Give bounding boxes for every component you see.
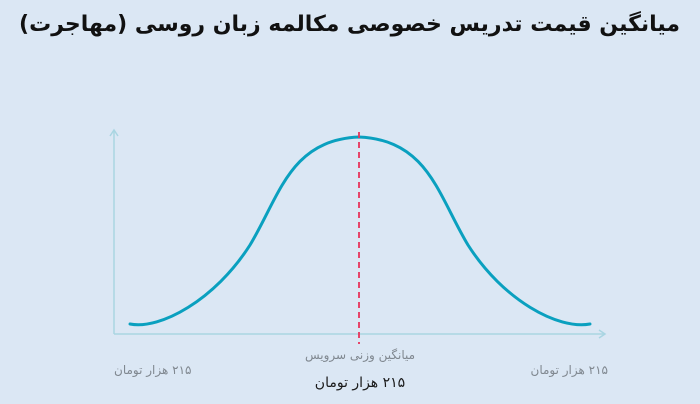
distribution-curve [128, 135, 592, 327]
y-axis [109, 128, 119, 334]
chart-title: میانگین قیمت تدریس خصوصی مکالمه زبان روس… [19, 12, 680, 37]
y-axis-arrow [109, 128, 119, 137]
x-max-label: ۲۱۵ هزار تومان [530, 363, 609, 377]
mean-label: میانگین وزنی سرویس [304, 348, 416, 362]
x-axis-arrow [598, 329, 607, 339]
mean-value-label: ۲۱۵ هزار تومان [314, 375, 406, 391]
x-min-label: ۲۱۵ هزار تومان [114, 363, 192, 377]
